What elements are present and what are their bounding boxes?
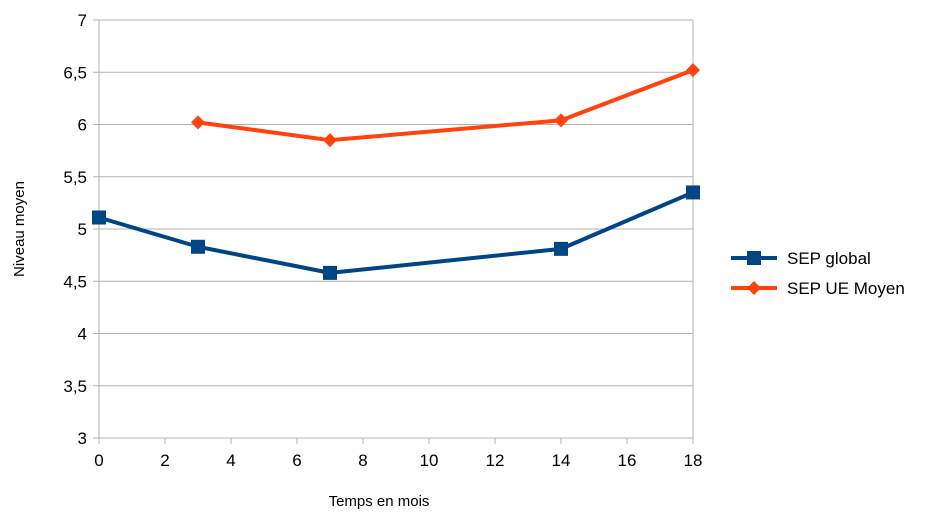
series-1 bbox=[191, 63, 700, 148]
y-tick-labels: 3 3,5 4 4,5 5 5,5 6 6,5 7 bbox=[63, 11, 87, 448]
x-tick-label: 8 bbox=[358, 451, 367, 470]
y-tick-label: 6 bbox=[78, 116, 87, 135]
y-tick-label: 5 bbox=[78, 220, 87, 239]
y-tick-label: 3,5 bbox=[63, 377, 87, 396]
x-tick-label: 12 bbox=[486, 451, 505, 470]
x-tick-label: 14 bbox=[552, 451, 571, 470]
data-point bbox=[323, 133, 337, 148]
x-tick-label: 18 bbox=[684, 451, 703, 470]
data-point bbox=[191, 115, 205, 130]
y-tick-label: 5,5 bbox=[63, 168, 87, 187]
data-point bbox=[686, 185, 700, 200]
y-tick-label: 4,5 bbox=[63, 272, 87, 291]
legend-item-0: SEP global bbox=[731, 249, 871, 268]
y-tick-label: 4 bbox=[78, 325, 87, 344]
x-tick-label: 2 bbox=[160, 451, 169, 470]
y-tick-label: 3 bbox=[78, 429, 87, 448]
x-tick-label: 4 bbox=[226, 451, 235, 470]
y-axis-title: Niveau moyen bbox=[11, 181, 28, 277]
series-group bbox=[92, 63, 700, 280]
data-point bbox=[323, 265, 337, 280]
legend-item-1: SEP UE Moyen bbox=[731, 279, 905, 298]
x-tick-label: 6 bbox=[292, 451, 301, 470]
data-point bbox=[191, 239, 205, 254]
series-0 bbox=[92, 185, 700, 280]
x-tick-label: 0 bbox=[94, 451, 103, 470]
axes bbox=[93, 19, 694, 444]
legend: SEP global SEP UE Moyen bbox=[731, 249, 905, 298]
data-point bbox=[554, 241, 568, 256]
y-tick-label: 6,5 bbox=[63, 63, 87, 82]
series-line bbox=[197, 68, 694, 143]
data-point bbox=[92, 210, 106, 225]
legend-label: SEP UE Moyen bbox=[787, 279, 905, 298]
legend-swatch-marker bbox=[747, 251, 761, 265]
data-point bbox=[686, 63, 700, 78]
legend-label: SEP global bbox=[787, 249, 871, 268]
y-tick-label: 7 bbox=[78, 11, 87, 30]
x-axis-title: Temps en mois bbox=[329, 493, 430, 510]
series-line bbox=[98, 190, 694, 275]
x-tick-label: 10 bbox=[420, 451, 439, 470]
x-tick-labels: 0 2 4 6 8 10 12 14 16 18 bbox=[94, 451, 702, 470]
x-tick-label: 16 bbox=[618, 451, 637, 470]
legend-swatch-marker bbox=[747, 281, 761, 295]
data-point bbox=[554, 113, 568, 128]
